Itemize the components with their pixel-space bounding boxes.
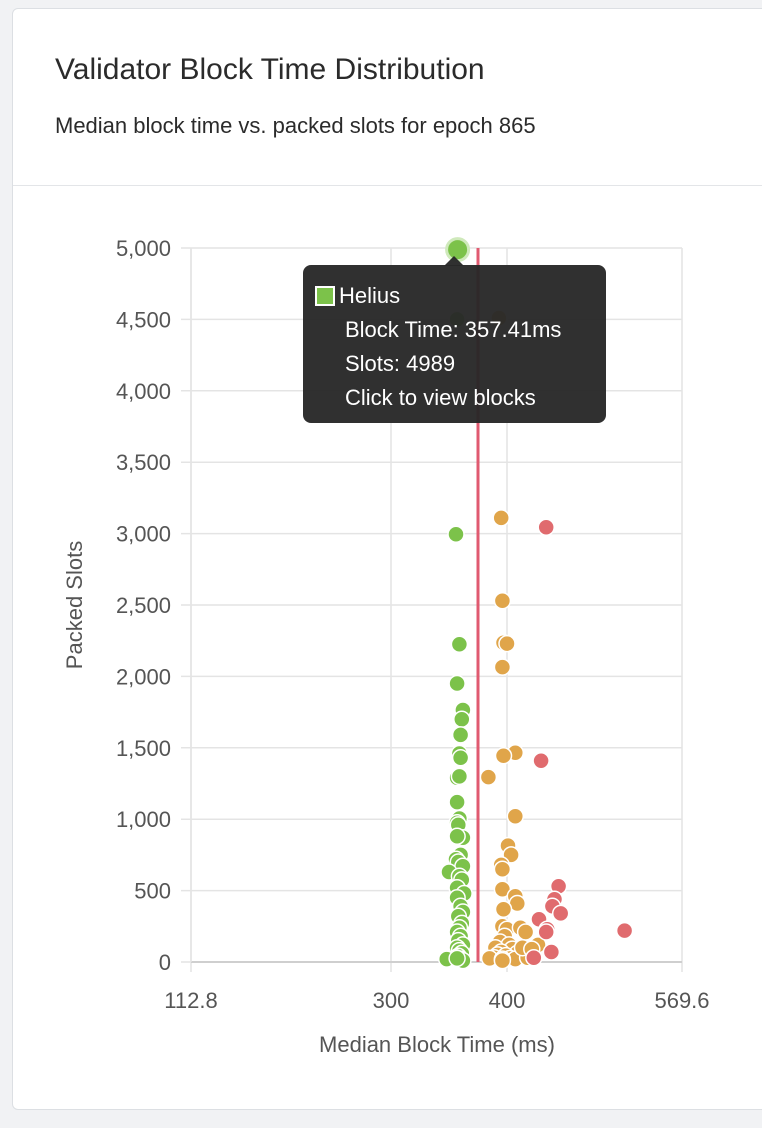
scatter-point[interactable] <box>542 943 561 961</box>
scatter-point[interactable] <box>450 635 469 654</box>
scatter-point[interactable] <box>451 749 470 767</box>
scatter-point[interactable] <box>447 525 465 544</box>
scatter-point[interactable] <box>479 768 498 786</box>
y-tick-label: 1,500 <box>116 736 171 761</box>
tooltip-title-row: Helius <box>315 279 606 313</box>
y-tick-label: 0 <box>159 950 171 975</box>
scatter-point[interactable] <box>532 751 550 770</box>
scatter-point[interactable] <box>492 509 510 527</box>
x-tick-label: 300 <box>373 988 410 1013</box>
scatter-point[interactable] <box>506 807 525 826</box>
scatter-point[interactable] <box>493 591 512 610</box>
scatter-point[interactable] <box>525 948 543 967</box>
y-tick-label: 3,500 <box>116 450 171 475</box>
scatter-point[interactable] <box>493 658 512 676</box>
scatter-point[interactable] <box>494 746 513 765</box>
scatter-point[interactable] <box>615 921 634 940</box>
y-tick-label: 3,000 <box>116 522 171 547</box>
scatter-point[interactable] <box>448 793 466 811</box>
scatter-point[interactable] <box>493 951 512 970</box>
y-tick-label: 1,000 <box>116 807 171 832</box>
scatter-point[interactable] <box>516 923 535 941</box>
page-title: Validator Block Time Distribution <box>55 53 485 86</box>
data-points[interactable] <box>437 240 634 970</box>
tooltip-block-time: Block Time: 357.41ms <box>345 317 562 342</box>
scatter-point[interactable] <box>451 726 470 744</box>
card-header: Validator Block Time Distribution Median… <box>13 9 762 186</box>
page-subtitle: Median block time vs. packed slots for e… <box>55 113 536 138</box>
x-tick-label: 400 <box>489 988 526 1013</box>
tooltip-action: Click to view blocks <box>345 385 536 410</box>
series-color-swatch <box>315 286 335 306</box>
scatter-point[interactable] <box>493 860 512 878</box>
y-axis-label: Packed Slots <box>62 541 87 669</box>
chart-card: Validator Block Time Distribution Median… <box>12 8 762 1110</box>
x-tick-label: 569.6 <box>654 988 709 1013</box>
x-tick-label: 112.8 <box>164 988 217 1013</box>
scatter-point[interactable] <box>537 518 555 536</box>
scatter-point[interactable] <box>453 710 471 728</box>
scatter-point[interactable] <box>450 767 469 786</box>
tooltip-validator-name: Helius <box>339 283 401 308</box>
y-tick-label: 2,000 <box>116 664 171 689</box>
scatter-point[interactable] <box>537 923 555 941</box>
scatter-point[interactable] <box>551 904 570 923</box>
scatter-point[interactable] <box>498 634 516 653</box>
scatter-point[interactable] <box>448 674 466 693</box>
scatter-point[interactable] <box>494 900 513 918</box>
y-tick-label: 4,500 <box>116 307 171 332</box>
tooltip-caret <box>444 256 464 266</box>
y-tick-label: 2,500 <box>116 593 171 618</box>
y-tick-label: 4,000 <box>116 379 171 404</box>
scatter-point[interactable] <box>448 827 466 846</box>
tooltip: Helius Block Time: 357.41ms Slots: 4989 … <box>303 265 606 423</box>
scatter-point[interactable] <box>448 949 466 968</box>
tooltip-slots: Slots: 4989 <box>345 351 456 376</box>
x-axis-label: Median Block Time (ms) <box>319 1032 555 1057</box>
y-tick-label: 500 <box>134 879 171 904</box>
axes: 0 500 1,000 1,500 2,000 2,500 3,000 3,500 4,000 4… <box>116 236 710 1013</box>
y-tick-label: 5,000 <box>116 236 171 261</box>
